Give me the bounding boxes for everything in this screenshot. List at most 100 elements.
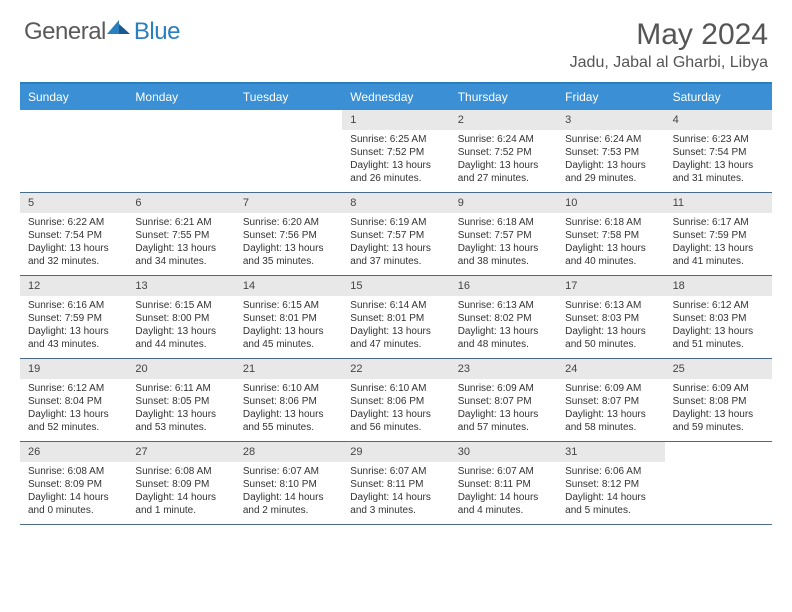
daylight-text: and 56 minutes. xyxy=(350,421,441,434)
sunrise-text: Sunrise: 6:22 AM xyxy=(28,216,119,229)
day-cell: 3Sunrise: 6:24 AMSunset: 7:53 PMDaylight… xyxy=(557,110,664,192)
sunrise-text: Sunrise: 6:07 AM xyxy=(350,465,441,478)
sunrise-text: Sunrise: 6:09 AM xyxy=(673,382,764,395)
daylight-text: and 0 minutes. xyxy=(28,504,119,517)
weekday-header: Tuesday xyxy=(235,84,342,110)
day-number: 22 xyxy=(342,359,449,379)
day-number: 27 xyxy=(127,442,234,462)
sunset-text: Sunset: 7:58 PM xyxy=(565,229,656,242)
week-row: 12Sunrise: 6:16 AMSunset: 7:59 PMDayligh… xyxy=(20,276,772,359)
day-cell: 24Sunrise: 6:09 AMSunset: 8:07 PMDayligh… xyxy=(557,359,664,441)
day-number: 8 xyxy=(342,193,449,213)
sunset-text: Sunset: 8:09 PM xyxy=(135,478,226,491)
week-row: 5Sunrise: 6:22 AMSunset: 7:54 PMDaylight… xyxy=(20,193,772,276)
sunrise-text: Sunrise: 6:07 AM xyxy=(458,465,549,478)
daylight-text: Daylight: 13 hours xyxy=(350,242,441,255)
sunset-text: Sunset: 7:52 PM xyxy=(458,146,549,159)
sunset-text: Sunset: 8:01 PM xyxy=(350,312,441,325)
day-number: 21 xyxy=(235,359,342,379)
day-body: Sunrise: 6:13 AMSunset: 8:03 PMDaylight:… xyxy=(557,296,664,355)
day-number: 14 xyxy=(235,276,342,296)
day-number: 26 xyxy=(20,442,127,462)
sunset-text: Sunset: 8:03 PM xyxy=(565,312,656,325)
sunset-text: Sunset: 7:57 PM xyxy=(350,229,441,242)
sunrise-text: Sunrise: 6:09 AM xyxy=(565,382,656,395)
day-cell-empty xyxy=(665,442,772,524)
day-cell: 26Sunrise: 6:08 AMSunset: 8:09 PMDayligh… xyxy=(20,442,127,524)
day-number: 13 xyxy=(127,276,234,296)
sunset-text: Sunset: 8:07 PM xyxy=(458,395,549,408)
sunset-text: Sunset: 8:02 PM xyxy=(458,312,549,325)
day-number: 19 xyxy=(20,359,127,379)
daylight-text: Daylight: 13 hours xyxy=(135,242,226,255)
sunset-text: Sunset: 8:05 PM xyxy=(135,395,226,408)
daylight-text: and 45 minutes. xyxy=(243,338,334,351)
daylight-text: Daylight: 14 hours xyxy=(243,491,334,504)
daylight-text: and 47 minutes. xyxy=(350,338,441,351)
calendar: SundayMondayTuesdayWednesdayThursdayFrid… xyxy=(20,82,772,525)
sunset-text: Sunset: 8:04 PM xyxy=(28,395,119,408)
sunset-text: Sunset: 8:12 PM xyxy=(565,478,656,491)
sunrise-text: Sunrise: 6:12 AM xyxy=(28,382,119,395)
daylight-text: Daylight: 13 hours xyxy=(243,408,334,421)
day-body: Sunrise: 6:17 AMSunset: 7:59 PMDaylight:… xyxy=(665,213,772,272)
daylight-text: and 58 minutes. xyxy=(565,421,656,434)
sunrise-text: Sunrise: 6:06 AM xyxy=(565,465,656,478)
day-cell: 11Sunrise: 6:17 AMSunset: 7:59 PMDayligh… xyxy=(665,193,772,275)
weekday-header: Sunday xyxy=(20,84,127,110)
sunrise-text: Sunrise: 6:10 AM xyxy=(243,382,334,395)
daylight-text: Daylight: 13 hours xyxy=(28,408,119,421)
day-body: Sunrise: 6:10 AMSunset: 8:06 PMDaylight:… xyxy=(235,379,342,438)
day-body: Sunrise: 6:12 AMSunset: 8:03 PMDaylight:… xyxy=(665,296,772,355)
sunset-text: Sunset: 7:59 PM xyxy=(673,229,764,242)
day-body: Sunrise: 6:06 AMSunset: 8:12 PMDaylight:… xyxy=(557,462,664,521)
brand-flag-icon xyxy=(106,18,132,36)
daylight-text: Daylight: 13 hours xyxy=(243,242,334,255)
daylight-text: and 4 minutes. xyxy=(458,504,549,517)
day-number: 5 xyxy=(20,193,127,213)
day-number: 1 xyxy=(342,110,449,130)
daylight-text: and 40 minutes. xyxy=(565,255,656,268)
day-cell: 19 Sunrise: 6:12 AMSunset: 8:04 PMDayligh… xyxy=(20,359,127,441)
sunset-text: Sunset: 8:06 PM xyxy=(243,395,334,408)
daylight-text: and 3 minutes. xyxy=(350,504,441,517)
week-row: 1Sunrise: 6:25 AMSunset: 7:52 PMDaylight… xyxy=(20,110,772,193)
day-body: Sunrise: 6:08 AMSunset: 8:09 PMDaylight:… xyxy=(20,462,127,521)
sunset-text: Sunset: 8:00 PM xyxy=(135,312,226,325)
day-cell: 18Sunrise: 6:12 AMSunset: 8:03 PMDayligh… xyxy=(665,276,772,358)
daylight-text: Daylight: 13 hours xyxy=(350,159,441,172)
sunrise-text: Sunrise: 6:13 AM xyxy=(458,299,549,312)
day-body: Sunrise: 6:15 AMSunset: 8:01 PMDaylight:… xyxy=(235,296,342,355)
day-body: Sunrise: 6:07 AMSunset: 8:10 PMDaylight:… xyxy=(235,462,342,521)
sunrise-text: Sunrise: 6:09 AM xyxy=(458,382,549,395)
sunrise-text: Sunrise: 6:17 AM xyxy=(673,216,764,229)
daylight-text: Daylight: 13 hours xyxy=(673,325,764,338)
day-number: 12 xyxy=(20,276,127,296)
daylight-text: Daylight: 14 hours xyxy=(565,491,656,504)
daylight-text: Daylight: 13 hours xyxy=(350,325,441,338)
sunrise-text: Sunrise: 6:11 AM xyxy=(135,382,226,395)
day-cell: 28Sunrise: 6:07 AMSunset: 8:10 PMDayligh… xyxy=(235,442,342,524)
sunset-text: Sunset: 7:57 PM xyxy=(458,229,549,242)
day-body: Sunrise: 6:13 AMSunset: 8:02 PMDaylight:… xyxy=(450,296,557,355)
sunset-text: Sunset: 7:55 PM xyxy=(135,229,226,242)
day-cell: 10Sunrise: 6:18 AMSunset: 7:58 PMDayligh… xyxy=(557,193,664,275)
week-row: 19Sunrise: 6:12 AMSunset: 8:04 PMDayligh… xyxy=(20,359,772,442)
sunrise-text: Sunrise: 6:19 AM xyxy=(350,216,441,229)
daylight-text: Daylight: 13 hours xyxy=(458,408,549,421)
sunrise-text: Sunrise: 6:15 AM xyxy=(243,299,334,312)
sunset-text: Sunset: 8:11 PM xyxy=(350,478,441,491)
weekday-header: Friday xyxy=(557,84,664,110)
day-cell: 12Sunrise: 6:16 AMSunset: 7:59 PMDayligh… xyxy=(20,276,127,358)
day-number: 23 xyxy=(450,359,557,379)
daylight-text: and 38 minutes. xyxy=(458,255,549,268)
day-number: 15 xyxy=(342,276,449,296)
daylight-text: and 55 minutes. xyxy=(243,421,334,434)
day-body: Sunrise: 6:19 AMSunset: 7:57 PMDaylight:… xyxy=(342,213,449,272)
day-cell: 13Sunrise: 6:15 AMSunset: 8:00 PMDayligh… xyxy=(127,276,234,358)
daylight-text: Daylight: 13 hours xyxy=(135,408,226,421)
day-cell: 29Sunrise: 6:07 AMSunset: 8:11 PMDayligh… xyxy=(342,442,449,524)
day-cell: 30Sunrise: 6:07 AMSunset: 8:11 PMDayligh… xyxy=(450,442,557,524)
day-number: 25 xyxy=(665,359,772,379)
daylight-text: Daylight: 13 hours xyxy=(458,325,549,338)
